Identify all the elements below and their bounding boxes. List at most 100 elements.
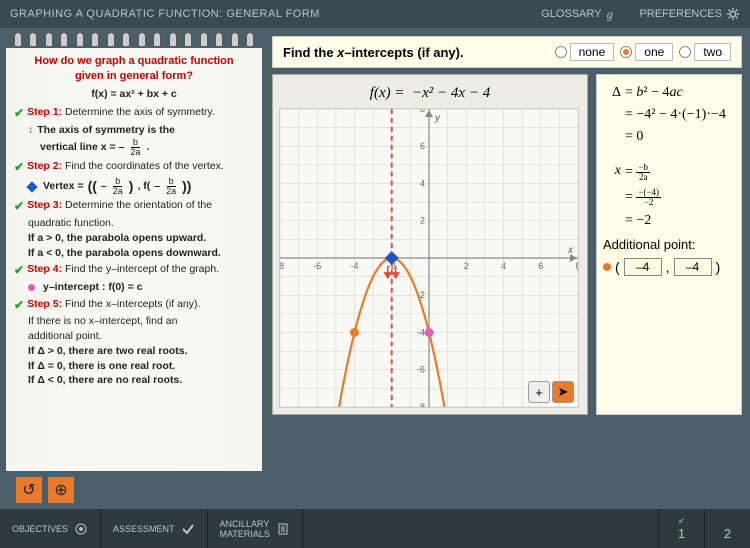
svg-text:6: 6 [420, 141, 425, 151]
step-4-head: Find the y–intercept of the graph. [65, 263, 219, 275]
svg-text:g: g [607, 7, 613, 21]
assessment-tab[interactable]: ASSESSMENT [101, 509, 208, 548]
step-3-l2: If a < 0, the parabola opens downward. [28, 246, 254, 261]
step-5-d3: If Δ < 0, there are no real roots. [28, 373, 254, 388]
svg-text:4: 4 [420, 178, 425, 188]
bottom-bar: OBJECTIVES ASSESSMENT ANCILLARYMATERIALS… [0, 509, 750, 548]
check-icon: ✔ [14, 105, 24, 122]
objectives-tab[interactable]: OBJECTIVES [0, 509, 101, 548]
step-2-label: Step 2: [27, 160, 62, 172]
step-4-label: Step 4: [27, 263, 62, 275]
svg-text:-6: -6 [417, 365, 425, 375]
step-3-label: Step 3: [27, 199, 62, 211]
disc-lhs: Δ [603, 85, 621, 101]
page-nav: ✔1 2 [658, 509, 750, 548]
main-area: How do we graph a quadratic function giv… [0, 28, 750, 509]
additional-point-row: ( , ) [603, 258, 735, 276]
disc-l3: = 0 [621, 129, 643, 145]
check-icon: ✔ [14, 297, 24, 314]
glossary-icon: g [605, 7, 619, 21]
step-5-d2: If Δ = 0, there is one real root. [28, 359, 254, 374]
document-icon [276, 522, 290, 536]
add-button[interactable]: ⊕ [48, 477, 74, 503]
notepad: How do we graph a quadratic function giv… [6, 48, 262, 471]
step-2-head: Find the coordinates of the vertex. [65, 160, 224, 172]
radio-none[interactable]: none [555, 43, 615, 61]
check-icon: ✔ [14, 159, 24, 176]
svg-text:x: x [567, 245, 574, 256]
step-1-head: Determine the axis of symmetry. [65, 106, 215, 118]
page-1[interactable]: ✔1 [658, 509, 704, 548]
point-y-input[interactable] [674, 258, 712, 276]
svg-text:2: 2 [464, 261, 469, 271]
right-column: Find the x–intercepts (if any). none one… [268, 28, 750, 509]
step-5-l1: If there is no x–intercept, find an [28, 314, 254, 329]
step-3-l1: If a > 0, the parabola opens upward. [28, 231, 254, 246]
step-3-head: Determine the orientation of the [65, 199, 212, 211]
question-bar: Find the x–intercepts (if any). none one… [272, 36, 742, 68]
question-text: Find the x–intercepts (if any). [283, 45, 464, 60]
check-icon: ✔ [14, 262, 24, 279]
notepad-question-1: How do we graph a quadratic function [14, 54, 254, 69]
reset-button[interactable]: ↺ [16, 477, 42, 503]
step-3-head2: quadratic function. [28, 216, 254, 231]
step-3: ✔Step 3: Determine the orientation of th… [14, 198, 254, 260]
step-1: ✔Step 1: Determine the axis of symmetry.… [14, 105, 254, 156]
additional-point-label: Additional point: [603, 237, 735, 252]
step-5-label: Step 5: [27, 298, 62, 310]
gear-icon [726, 7, 740, 21]
step-2: ✔Step 2: Find the coordinates of the ver… [14, 159, 254, 196]
svg-text:2: 2 [420, 216, 425, 226]
svg-text:4: 4 [501, 261, 506, 271]
svg-text:8: 8 [576, 261, 578, 271]
step-5: ✔Step 5: Find the x–intercepts (if any).… [14, 297, 254, 388]
step-1-body2: vertical line x = – [40, 140, 124, 155]
step-1-label: Step 1: [27, 106, 62, 118]
pointer-button[interactable]: ➤ [552, 381, 574, 403]
glossary-link[interactable]: GLOSSARY g [531, 7, 629, 21]
svg-text:6: 6 [538, 261, 543, 271]
zoom-button[interactable]: + [528, 381, 550, 403]
content-row: f(x) = −x² − 4x − 4 xy-8-8-6-6-4-4-2-222… [272, 74, 742, 415]
x-l3: = −2 [621, 213, 651, 229]
svg-text:-6: -6 [313, 261, 321, 271]
calc-panel: Δ = b² − 4ac = −4² − 4·(−1)·−4 = 0 x = −… [596, 74, 742, 415]
svg-text:-8: -8 [417, 402, 425, 407]
radio-group: none one two [555, 43, 731, 61]
top-header: GRAPHING A QUADRATIC FUNCTION: GENERAL F… [0, 0, 750, 28]
glossary-label: GLOSSARY [541, 8, 601, 20]
page-2[interactable]: 2 [704, 509, 750, 548]
notepad-question-2: given in general form? [14, 69, 254, 84]
diamond-icon [26, 181, 37, 192]
general-form: f(x) = ax² + bx + c [14, 87, 254, 102]
spiral-binding [6, 32, 262, 48]
svg-text:8: 8 [420, 109, 425, 114]
svg-text:-4: -4 [417, 327, 425, 337]
disc-rhs: = b² − 4ac [621, 85, 683, 101]
graph-tools: + ➤ [528, 381, 574, 403]
point-x-input[interactable] [624, 258, 662, 276]
graph-canvas[interactable]: xy-8-8-6-6-4-4-2-222446688 + ➤ [279, 108, 579, 408]
svg-text:y: y [434, 113, 441, 124]
graph-equation: f(x) = −x² − 4x − 4 [279, 81, 581, 108]
orange-dot-icon [603, 263, 611, 271]
step-5-d1: If Δ > 0, there are two real roots. [28, 344, 254, 359]
left-buttons: ↺ ⊕ [6, 471, 262, 509]
left-column: How do we graph a quadratic function giv… [0, 28, 268, 509]
arrows-icon: ↕ [28, 123, 33, 138]
svg-text:-8: -8 [280, 261, 284, 271]
preferences-link[interactable]: PREFERENCES [629, 7, 750, 21]
ancillary-tab[interactable]: ANCILLARYMATERIALS [208, 509, 303, 548]
svg-text:-4: -4 [351, 261, 359, 271]
x-l1: = −b2a [621, 163, 650, 182]
step-5-head: Find the x–intercepts (if any). [65, 298, 200, 310]
radio-two[interactable]: two [679, 43, 731, 61]
radio-one[interactable]: one [620, 43, 673, 61]
step-1-body1: The axis of symmetry is the [37, 123, 175, 138]
vertex-label: Vertex = [43, 179, 84, 194]
graph-panel: f(x) = −x² − 4x − 4 xy-8-8-6-6-4-4-2-222… [272, 74, 588, 415]
target-icon [74, 522, 88, 536]
x-l2: = −(−4)−2 [621, 188, 661, 207]
disc-l2: = −4² − 4·(−1)·−4 [621, 107, 726, 123]
preferences-label: PREFERENCES [639, 8, 722, 20]
